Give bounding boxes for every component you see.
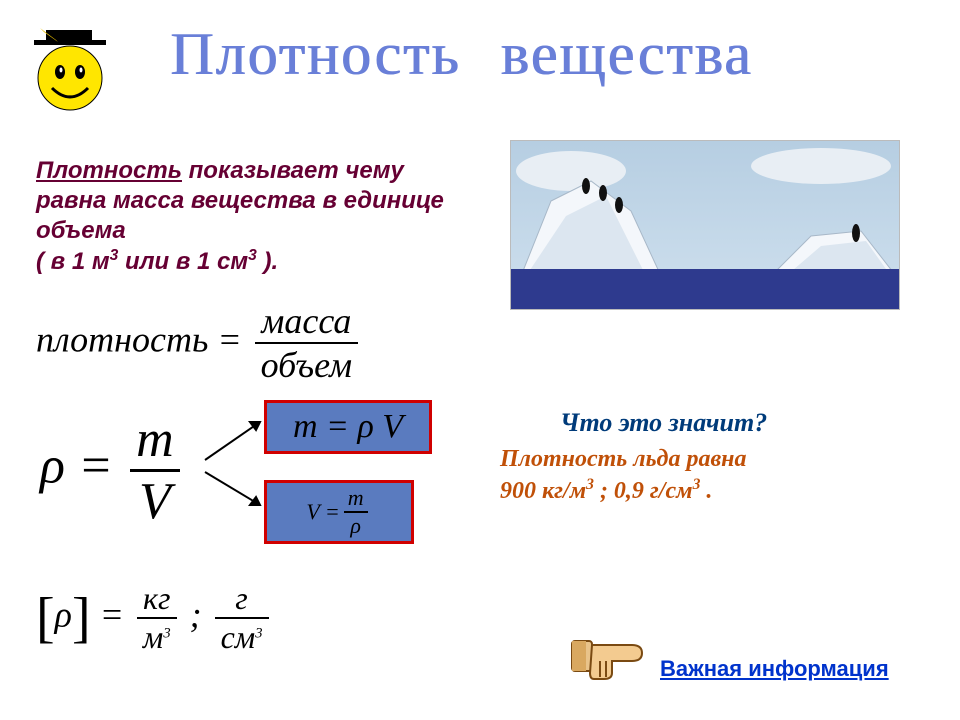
pointing-hand-icon: [570, 629, 650, 690]
word-formula: плотность = массаобъем: [36, 300, 362, 386]
page-title: Плотность вещества: [170, 20, 753, 89]
title-word-1: Плотность: [170, 21, 461, 87]
important-info-link[interactable]: Важная информация: [660, 656, 889, 682]
main-formula: ρ = mV: [40, 410, 184, 531]
question-text: Что это значит?: [560, 408, 767, 438]
slide-header: Плотность вещества: [0, 20, 960, 120]
answer-text: Плотность льда равна 900 кг/м3 ; 0,9 г/с…: [500, 444, 920, 507]
arrow-lines: [200, 410, 270, 520]
title-word-2: вещества: [501, 21, 753, 87]
units-formula: [ρ] = кгм3 ; гсм3: [36, 580, 273, 656]
formula-box-mass: m = ρ V: [264, 400, 432, 454]
iceberg-image: [510, 140, 900, 310]
definition-underlined: Плотность: [36, 157, 182, 184]
formula-box-volume: V = mρ: [264, 480, 414, 544]
definition-text: Плотность показывает чему равна масса ве…: [36, 156, 466, 277]
smiley-icon: [28, 28, 118, 123]
